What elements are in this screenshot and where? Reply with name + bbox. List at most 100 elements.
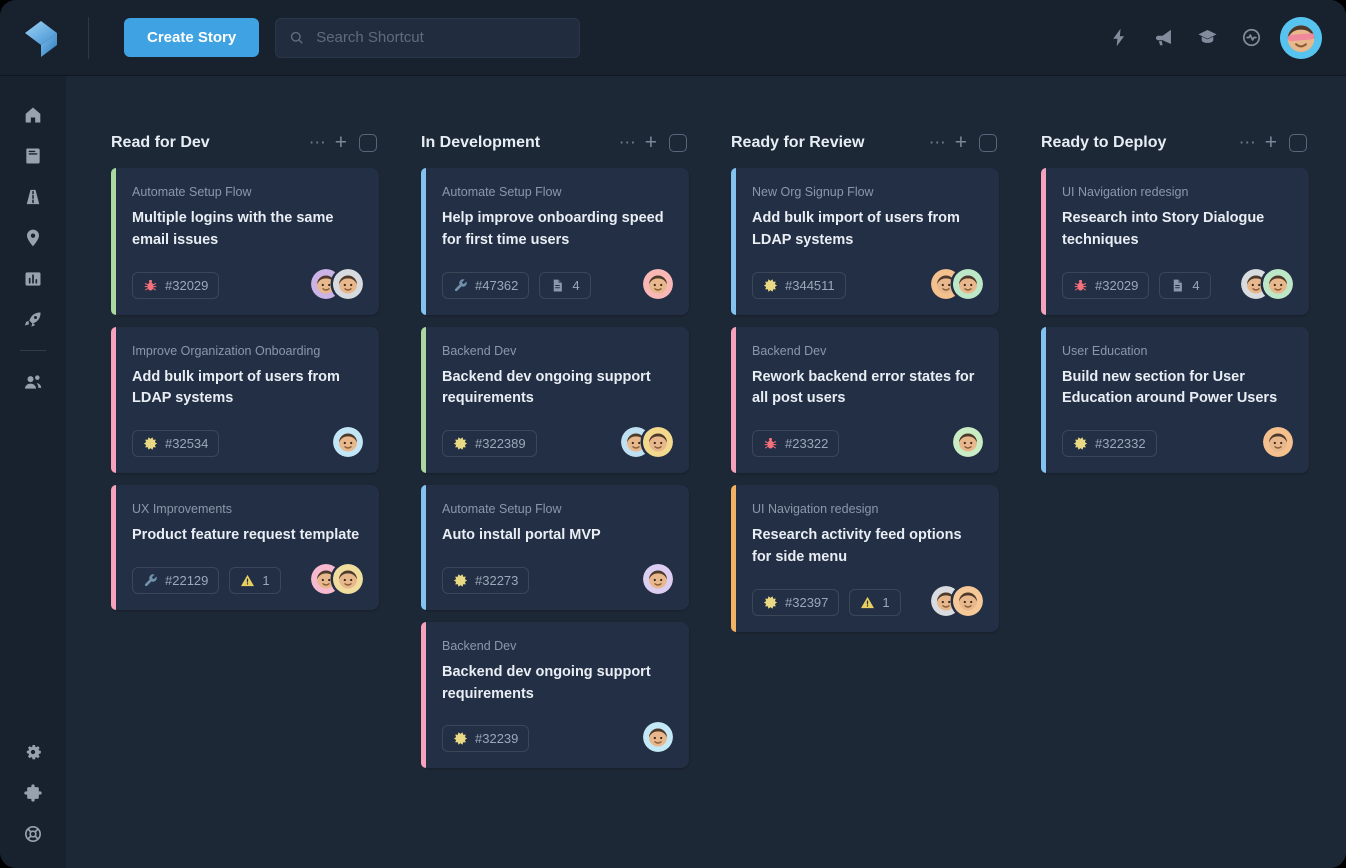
story-card[interactable]: Improve Organization Onboarding Add bulk … (111, 326, 379, 473)
avatar (311, 268, 341, 299)
story-avatars (953, 427, 983, 457)
megaphone-button[interactable] (1146, 21, 1180, 55)
story-title: Research into Story Dialogue techniques (1062, 210, 1265, 248)
badge-label: #32397 (785, 594, 829, 610)
board-column: Ready for Review ⋯ + New Org Signup Flow Add… (731, 132, 999, 644)
column-select-checkbox[interactable] (979, 133, 997, 152)
sidebar-item-members[interactable] (15, 364, 51, 400)
sidebar-item-help[interactable] (15, 816, 51, 852)
feature-icon (453, 731, 468, 746)
story-footer: #322332 (1062, 427, 1293, 457)
story-title: Backend dev ongoing support requirements (442, 368, 651, 407)
column-select-checkbox[interactable] (669, 133, 687, 152)
story-id-badge: #322389 (442, 430, 537, 457)
story-color-strip (421, 168, 426, 315)
home-icon (23, 105, 43, 125)
create-story-button[interactable]: Create Story (124, 18, 260, 57)
story-card[interactable]: Backend Dev Rework backend error states f… (731, 326, 999, 473)
story-avatars (1241, 268, 1293, 299)
column-add-button[interactable]: + (951, 132, 971, 153)
column-more-button[interactable]: ⋯ (615, 132, 641, 153)
activity-button[interactable] (1234, 21, 1268, 55)
board-column: Read for Dev ⋯ + Automate Setup Flow Multipl… (111, 132, 379, 622)
story-card[interactable]: New Org Signup Flow Add bulk import of us… (731, 168, 999, 315)
column-add-button[interactable]: + (1261, 132, 1281, 153)
sidebar-item-settings[interactable] (15, 734, 51, 770)
story-card[interactable]: UI Navigation redesign Research into Stor… (1041, 168, 1309, 315)
story-title: Help improve onboarding speed for first … (442, 210, 664, 248)
avatar (953, 427, 983, 457)
story-footer: #32534 (132, 427, 363, 457)
story-card[interactable]: UI Navigation redesign Research activity … (731, 485, 999, 632)
story-footer: #23322 (752, 427, 983, 457)
story-badges: #322332 (1062, 430, 1263, 457)
story-footer: #32029 4 (1062, 268, 1293, 299)
avatar (333, 563, 363, 594)
story-footer: #22129 1 (132, 563, 363, 594)
graduation-cap-button[interactable] (1190, 21, 1224, 55)
badge-label: 4 (1192, 277, 1200, 293)
story-id-badge: #22129 (132, 566, 220, 594)
story-card[interactable]: UX Improvements Product feature request t… (111, 485, 379, 610)
avatar (953, 268, 983, 299)
launch-icon (23, 310, 43, 330)
integrations-icon (23, 783, 43, 803)
story-badges: #22129 1 (132, 566, 311, 594)
user-avatar[interactable] (1280, 16, 1322, 59)
sidebar-item-roadmap[interactable] (15, 179, 51, 215)
column-select-checkbox[interactable] (359, 133, 377, 152)
column-select-checkbox[interactable] (1289, 133, 1307, 152)
badge-label: #23322 (785, 436, 829, 451)
stories-icon (23, 146, 43, 166)
sidebar-item-home[interactable] (15, 97, 51, 133)
doc-count-badge: 4 (539, 271, 591, 299)
graduation-cap-icon (1197, 27, 1218, 48)
story-id-badge: #32273 (442, 566, 530, 594)
header-actions (1102, 21, 1268, 55)
story-avatars (1263, 427, 1293, 457)
feature-icon (453, 436, 468, 451)
sidebar-bottom-group (15, 731, 51, 854)
activity-icon (1241, 27, 1262, 48)
lightning-button[interactable] (1102, 21, 1136, 55)
story-card[interactable]: User Education Build new section for User… (1041, 326, 1309, 473)
sidebar-item-stories[interactable] (15, 138, 51, 174)
column-add-button[interactable]: + (641, 132, 661, 153)
kanban-board: Read for Dev ⋯ + Automate Setup Flow Multipl… (66, 76, 1346, 868)
avatar (333, 427, 363, 457)
lightning-icon (1109, 27, 1130, 48)
column-more-button[interactable]: ⋯ (1235, 132, 1261, 153)
shortcut-logo-icon[interactable] (22, 16, 62, 60)
sidebar-item-reports[interactable] (15, 261, 51, 297)
column-add-button[interactable]: + (331, 132, 351, 153)
story-id-badge: #32239 (442, 725, 530, 753)
story-card[interactable]: Backend Dev Backend dev ongoing support r… (421, 621, 689, 769)
story-footer: #322389 (442, 427, 673, 457)
column-title: In Development (421, 133, 541, 151)
settings-icon (23, 742, 43, 762)
story-id-badge: #32029 (132, 271, 220, 299)
column-more-button[interactable]: ⋯ (925, 132, 951, 153)
sidebar-item-milestones[interactable] (15, 220, 51, 256)
sidebar-item-integrations[interactable] (15, 775, 51, 811)
story-color-strip (421, 326, 426, 473)
story-footer: #32239 (442, 722, 673, 753)
story-footer: #32397 1 (752, 585, 983, 616)
column-more-button[interactable]: ⋯ (305, 132, 331, 153)
story-card[interactable]: Backend Dev Backend dev ongoing support r… (421, 326, 689, 473)
story-card[interactable]: Automate Setup Flow Auto install portal M… (421, 485, 689, 610)
story-epic-label: Improve Organization Onboarding (132, 343, 321, 358)
search-input[interactable] (314, 28, 568, 47)
story-title: Rework backend error states for all post… (752, 368, 975, 407)
story-card[interactable]: Automate Setup Flow Multiple logins with … (111, 168, 379, 315)
avatar (931, 585, 961, 616)
badge-label: #322389 (475, 436, 526, 451)
sidebar-item-launch[interactable] (15, 302, 51, 338)
wrench-icon (453, 278, 468, 293)
badge-label: #32273 (475, 572, 519, 588)
search-box[interactable] (275, 17, 581, 58)
story-id-badge: #32029 (1062, 271, 1150, 299)
story-card[interactable]: Automate Setup Flow Help improve onboardi… (421, 168, 689, 315)
avatar (931, 268, 961, 299)
badge-label: 4 (572, 277, 580, 293)
